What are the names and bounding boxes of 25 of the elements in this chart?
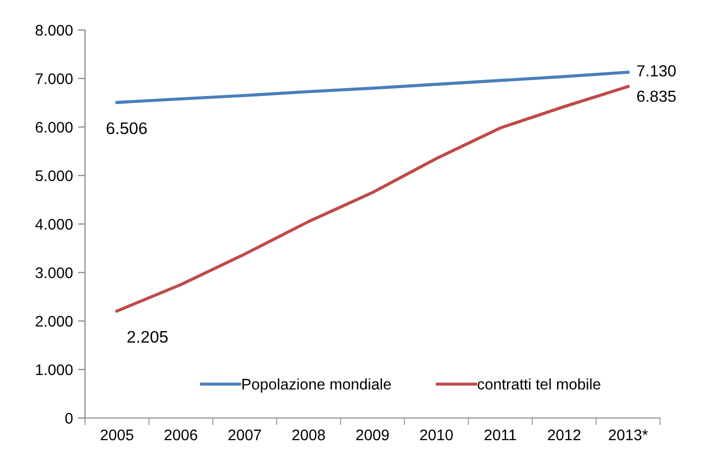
data-label: 2.205 xyxy=(128,330,168,343)
y-tick-label: 4.000 xyxy=(35,218,73,230)
x-tick-label: 2013* xyxy=(608,430,648,440)
x-tick-label: 2011 xyxy=(484,430,516,440)
data-label: 6.835 xyxy=(637,90,676,102)
x-tick-label: 2012 xyxy=(548,430,580,440)
y-tick-label: 6.000 xyxy=(36,122,73,133)
y-tick-label: 3.000 xyxy=(36,267,73,278)
y-tick-label: 5.000 xyxy=(36,170,73,182)
x-tick-label: 2005 xyxy=(100,430,134,440)
y-tick-label: 1.000 xyxy=(36,364,73,376)
x-tick-label: 2007 xyxy=(228,430,261,440)
y-tick-label: 2.000 xyxy=(36,316,73,327)
y-tick-label: 7.000 xyxy=(36,73,73,84)
y-tick-label: 0 xyxy=(65,412,73,424)
y-tick-label: 8.000 xyxy=(36,24,73,36)
line-series xyxy=(115,70,630,104)
x-tick-label: 2008 xyxy=(292,430,325,440)
legend-label: Popolazione mondiale xyxy=(242,378,391,393)
data-label: 7.130 xyxy=(637,65,676,76)
legend-label: contratti tel mobile xyxy=(478,378,600,390)
x-tick-label: 2006 xyxy=(164,430,198,440)
x-tick-label: 2010 xyxy=(420,430,453,440)
x-tick-label: 2009 xyxy=(356,430,389,440)
data-label: 6.506 xyxy=(106,122,147,134)
